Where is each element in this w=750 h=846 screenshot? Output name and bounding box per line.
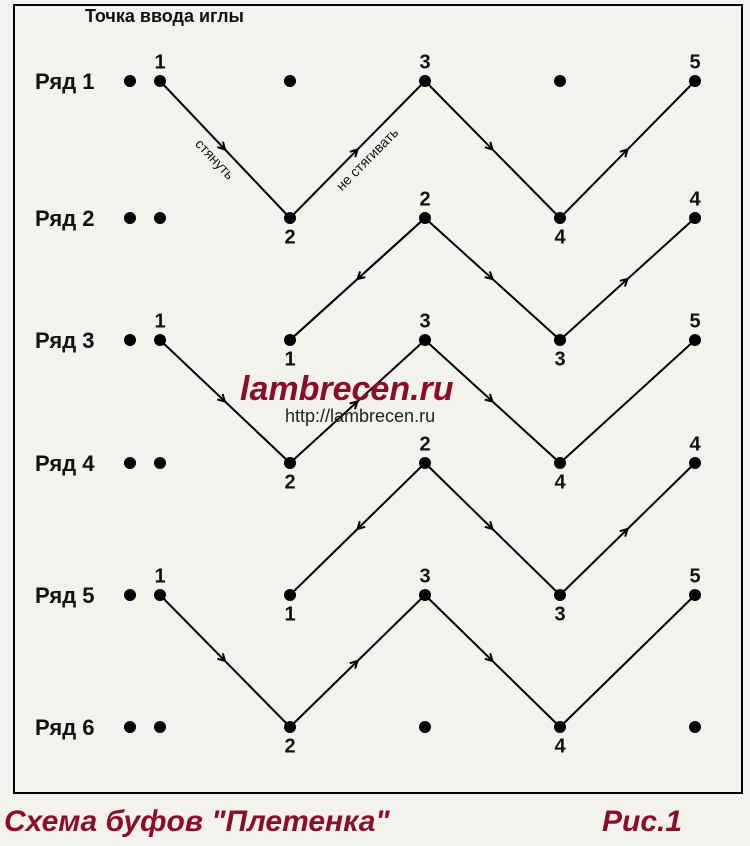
grid-dot xyxy=(154,457,166,469)
row-anchor-dot xyxy=(124,721,136,733)
grid-dot xyxy=(154,212,166,224)
row-anchor-dot xyxy=(124,589,136,601)
dot-number: 2 xyxy=(284,227,295,250)
dot-number: 2 xyxy=(284,736,295,759)
grid-dot xyxy=(284,721,296,733)
dot-number: 4 xyxy=(554,736,565,759)
grid-dot xyxy=(689,334,701,346)
figure-number: Рис.1 xyxy=(602,805,682,839)
grid-dot xyxy=(554,334,566,346)
grid-dot xyxy=(554,212,566,224)
dot-number: 2 xyxy=(419,434,430,457)
grid-dot xyxy=(554,721,566,733)
grid-dot xyxy=(689,212,701,224)
grid-dot xyxy=(689,589,701,601)
caption-text: Схема буфов "Плетенка" xyxy=(4,805,390,839)
dot-number: 1 xyxy=(154,311,165,334)
grid-dot xyxy=(419,334,431,346)
grid-dot xyxy=(284,75,296,87)
grid-dot xyxy=(689,457,701,469)
grid-dot xyxy=(154,721,166,733)
row-anchor-dot xyxy=(124,457,136,469)
grid-dot xyxy=(554,589,566,601)
row-label: Ряд 3 xyxy=(35,328,95,354)
grid-dot xyxy=(154,334,166,346)
dot-number: 5 xyxy=(689,311,700,334)
dot-number: 3 xyxy=(554,349,565,372)
dot-number: 3 xyxy=(554,604,565,627)
dot-number: 4 xyxy=(554,472,565,495)
dot-number: 1 xyxy=(154,52,165,75)
row-label: Ряд 2 xyxy=(35,206,95,232)
row-label: Ряд 5 xyxy=(35,583,95,609)
dot-number: 4 xyxy=(689,434,700,457)
dot-number: 3 xyxy=(419,566,430,589)
watermark-url: http://lambrecen.ru xyxy=(285,406,435,427)
grid-dot xyxy=(419,75,431,87)
row-anchor-dot xyxy=(124,75,136,87)
stitch-line xyxy=(560,340,695,463)
stitch-line xyxy=(560,595,695,727)
grid-dot xyxy=(689,721,701,733)
dot-number: 2 xyxy=(419,189,430,212)
dot-number: 3 xyxy=(419,52,430,75)
grid-dot xyxy=(284,212,296,224)
row-label: Ряд 6 xyxy=(35,715,95,741)
dot-number: 4 xyxy=(554,227,565,250)
grid-dot xyxy=(689,75,701,87)
grid-dot xyxy=(284,334,296,346)
row-anchor-dot xyxy=(124,212,136,224)
dot-number: 1 xyxy=(284,604,295,627)
grid-dot xyxy=(419,589,431,601)
grid-dot xyxy=(154,75,166,87)
row-label: Ряд 1 xyxy=(35,69,95,95)
grid-dot xyxy=(284,589,296,601)
grid-dot xyxy=(419,721,431,733)
dot-number: 5 xyxy=(689,52,700,75)
dot-number: 2 xyxy=(284,472,295,495)
grid-dot xyxy=(554,75,566,87)
watermark-main: lambrecen.ru xyxy=(240,370,454,409)
dot-number: 4 xyxy=(689,189,700,212)
row-anchor-dot xyxy=(124,334,136,346)
dot-number: 5 xyxy=(689,566,700,589)
grid-dot xyxy=(154,589,166,601)
dot-number: 1 xyxy=(154,566,165,589)
stitch-line xyxy=(290,218,425,340)
dot-number: 3 xyxy=(419,311,430,334)
grid-dot xyxy=(419,457,431,469)
grid-dot xyxy=(284,457,296,469)
row-label: Ряд 4 xyxy=(35,451,95,477)
grid-dot xyxy=(419,212,431,224)
dot-number: 1 xyxy=(284,349,295,372)
grid-dot xyxy=(554,457,566,469)
